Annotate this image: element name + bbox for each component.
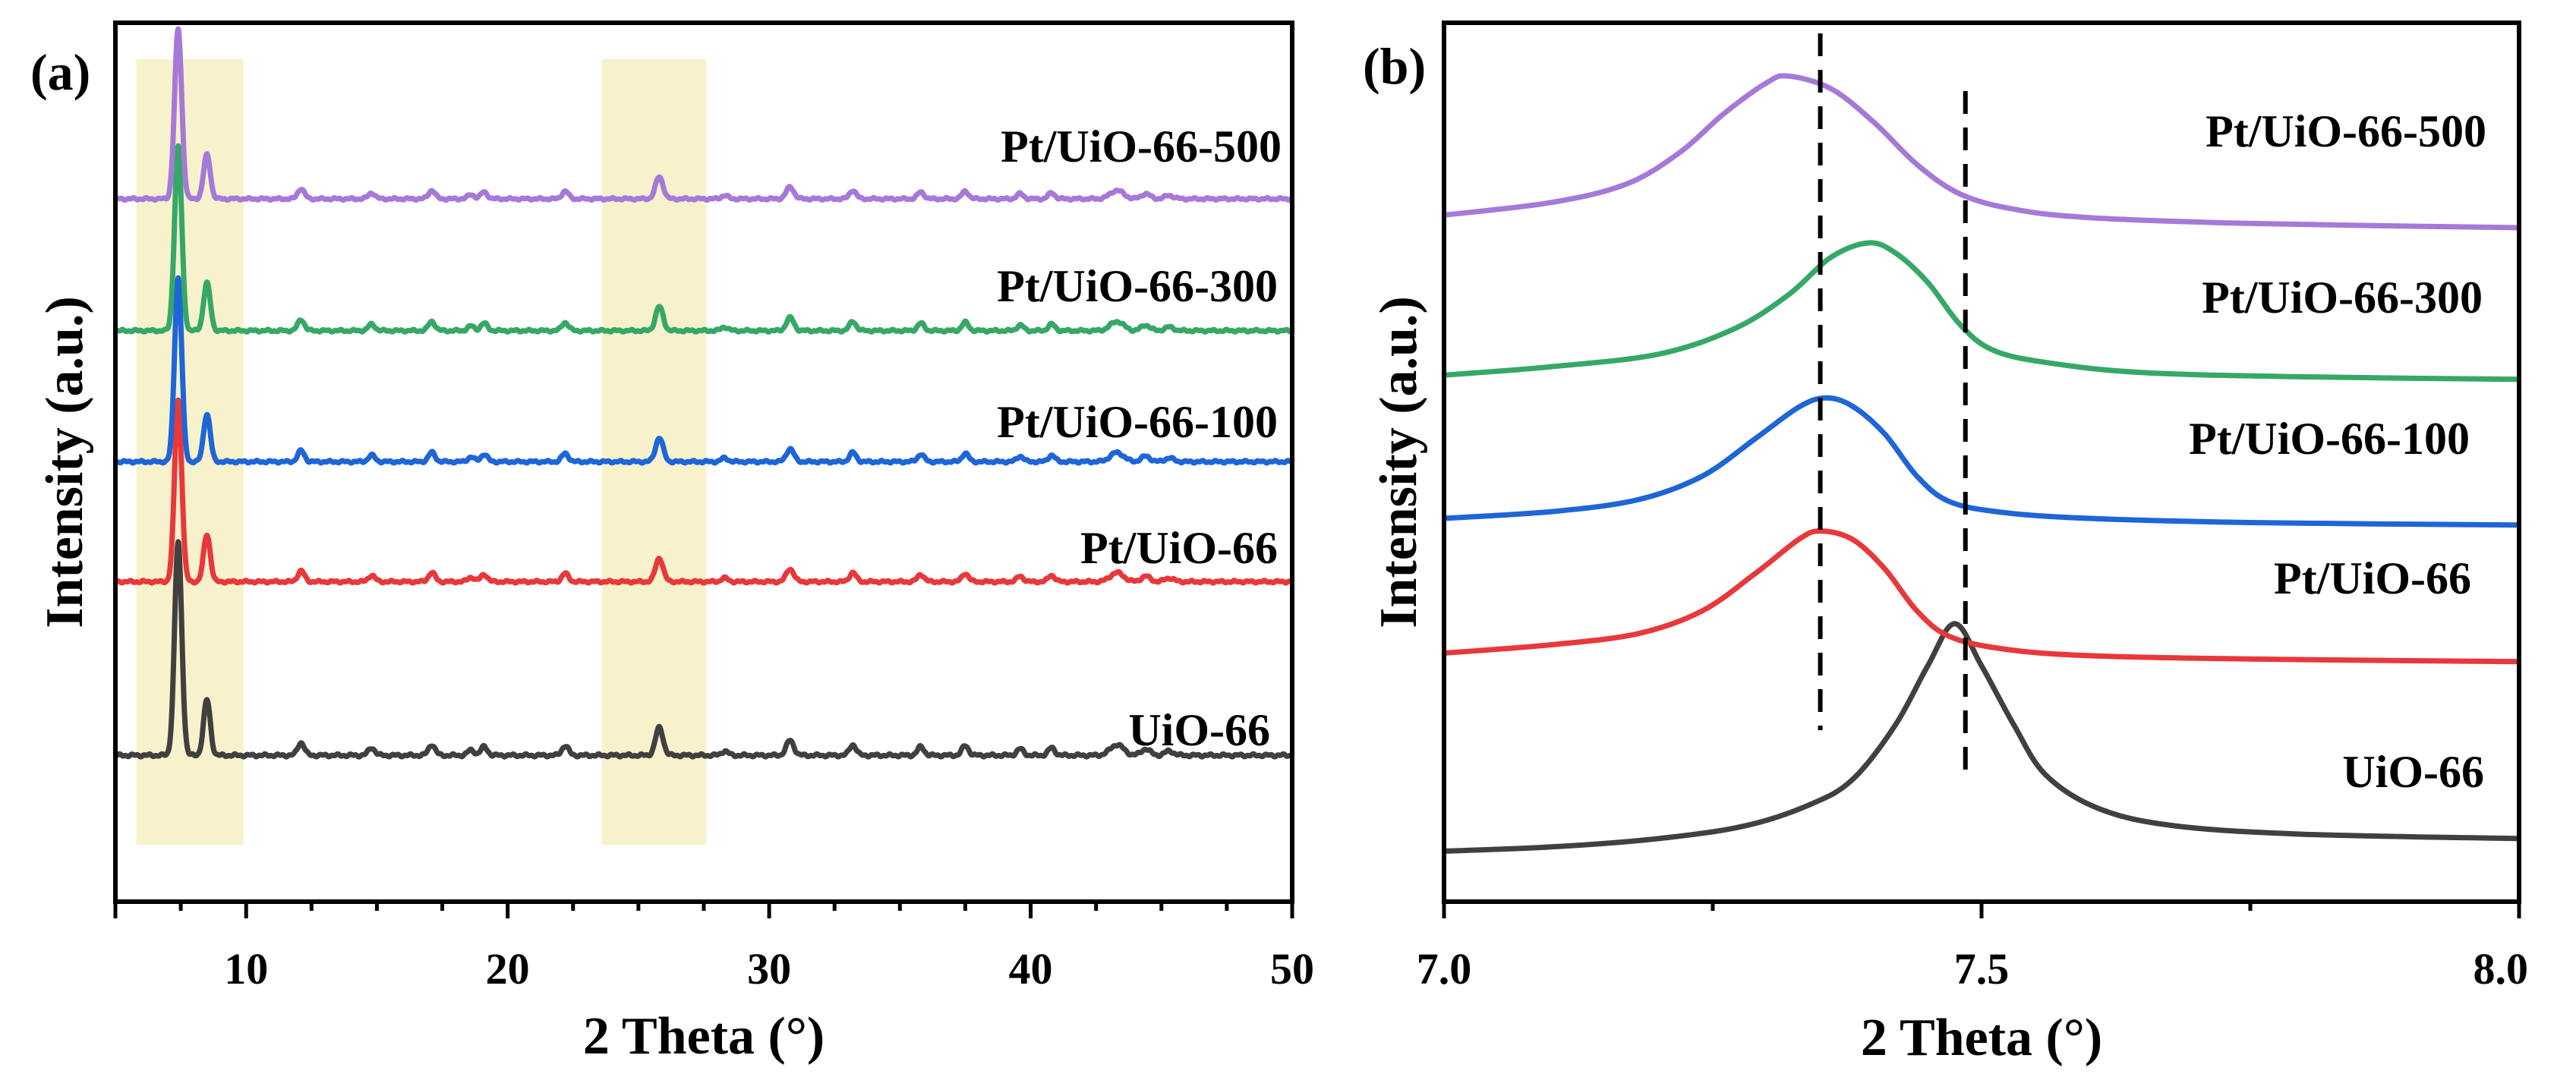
panel-a-x-tick-label: 30: [747, 944, 791, 994]
panel-a: 10 20 30 40 50 UiO-66 Pt/UiO-66 Pt/UiO-66-100 P…: [30, 20, 1314, 1066]
panel-b-x-axis-title: 2 Theta (°): [1861, 1009, 2102, 1067]
panel-a-line-pt-uio-66: [113, 397, 1294, 586]
panel-a-series: [113, 26, 1294, 760]
panel-b-series-label-pt-uio-66: Pt/UiO-66: [2274, 553, 2471, 603]
highlight-band-1: [136, 59, 244, 845]
panel-b-x-tick-labels: 7.0 7.5 8.0: [1417, 944, 2528, 994]
panel-b-series-label-uio-66: UiO-66: [2342, 747, 2484, 797]
panel-a-series-label-pt-uio-66-100: Pt/UiO-66-100: [997, 397, 1278, 447]
panel-a-x-tick-label: 20: [486, 944, 530, 994]
panel-b-x-tick-label: 8.0: [2474, 944, 2529, 994]
panel-b-line-uio-66: [1443, 621, 2520, 854]
panel-a-x-tick-label: 50: [1270, 944, 1314, 994]
panel-b-series-labels: UiO-66 Pt/UiO-66 Pt/UiO-66-100 Pt/UiO-66-30…: [2189, 106, 2486, 797]
panel-a-line-pt-uio-66-300: [113, 143, 1294, 335]
panel-a-y-axis-title: Intensity (a.u.): [36, 296, 94, 628]
panel-b-line-pt-uio-66-300: [1443, 240, 2520, 383]
panel-b-series-label-pt-uio-66-500: Pt/UiO-66-500: [2206, 106, 2486, 156]
panel-a-series-label-uio-66: UiO-66: [1128, 705, 1270, 755]
panel-a-x-axis-title: 2 Theta (°): [583, 1007, 825, 1066]
panel-b-line-pt-uio-66-100: [1443, 395, 2520, 528]
panel-a-series-label-pt-uio-66-300: Pt/UiO-66-300: [997, 261, 1278, 311]
panel-a-label: (a): [30, 43, 90, 101]
panel-a-line-pt-uio-66-500: [113, 26, 1294, 203]
panel-a-highlight-bands: [136, 59, 707, 845]
panel-b-y-axis-title: Intensity (a.u.): [1370, 296, 1428, 628]
panel-a-series-labels: UiO-66 Pt/UiO-66 Pt/UiO-66-100 Pt/UiO-66-30…: [997, 121, 1282, 755]
panel-b-series-label-pt-uio-66-300: Pt/UiO-66-300: [2202, 272, 2483, 323]
panel-a-x-tick-label: 10: [224, 944, 268, 994]
panel-b-line-pt-uio-66: [1443, 528, 2520, 665]
panel-a-series-label-pt-uio-66-500: Pt/UiO-66-500: [1001, 121, 1282, 172]
panel-b: 7.0 7.5 8.0 UiO-66 Pt/UiO-66 Pt/UiO-66-100 Pt…: [1363, 20, 2528, 1067]
panel-b-label: (b): [1363, 37, 1426, 95]
panel-a-x-ticks: [113, 902, 1294, 918]
panel-b-x-tick-label: 7.0: [1417, 944, 1472, 994]
panel-a-line-uio-66: [113, 539, 1294, 760]
panel-a-line-pt-uio-66-100: [113, 275, 1294, 466]
panel-b-series-label-pt-uio-66-100: Pt/UiO-66-100: [2189, 414, 2470, 464]
panel-a-series-label-pt-uio-66: Pt/UiO-66: [1080, 523, 1278, 573]
panel-a-x-tick-label: 40: [1009, 944, 1053, 994]
panel-a-x-tick-labels: 10 20 30 40 50: [224, 944, 1314, 994]
panel-b-x-ticks: [1442, 902, 2521, 918]
panel-b-line-pt-uio-66-500: [1443, 73, 2520, 231]
panel-b-x-tick-label: 7.5: [1954, 944, 2010, 994]
panel-b-series: [1443, 73, 2520, 854]
panel-b-reference-lines: [1818, 33, 1968, 783]
